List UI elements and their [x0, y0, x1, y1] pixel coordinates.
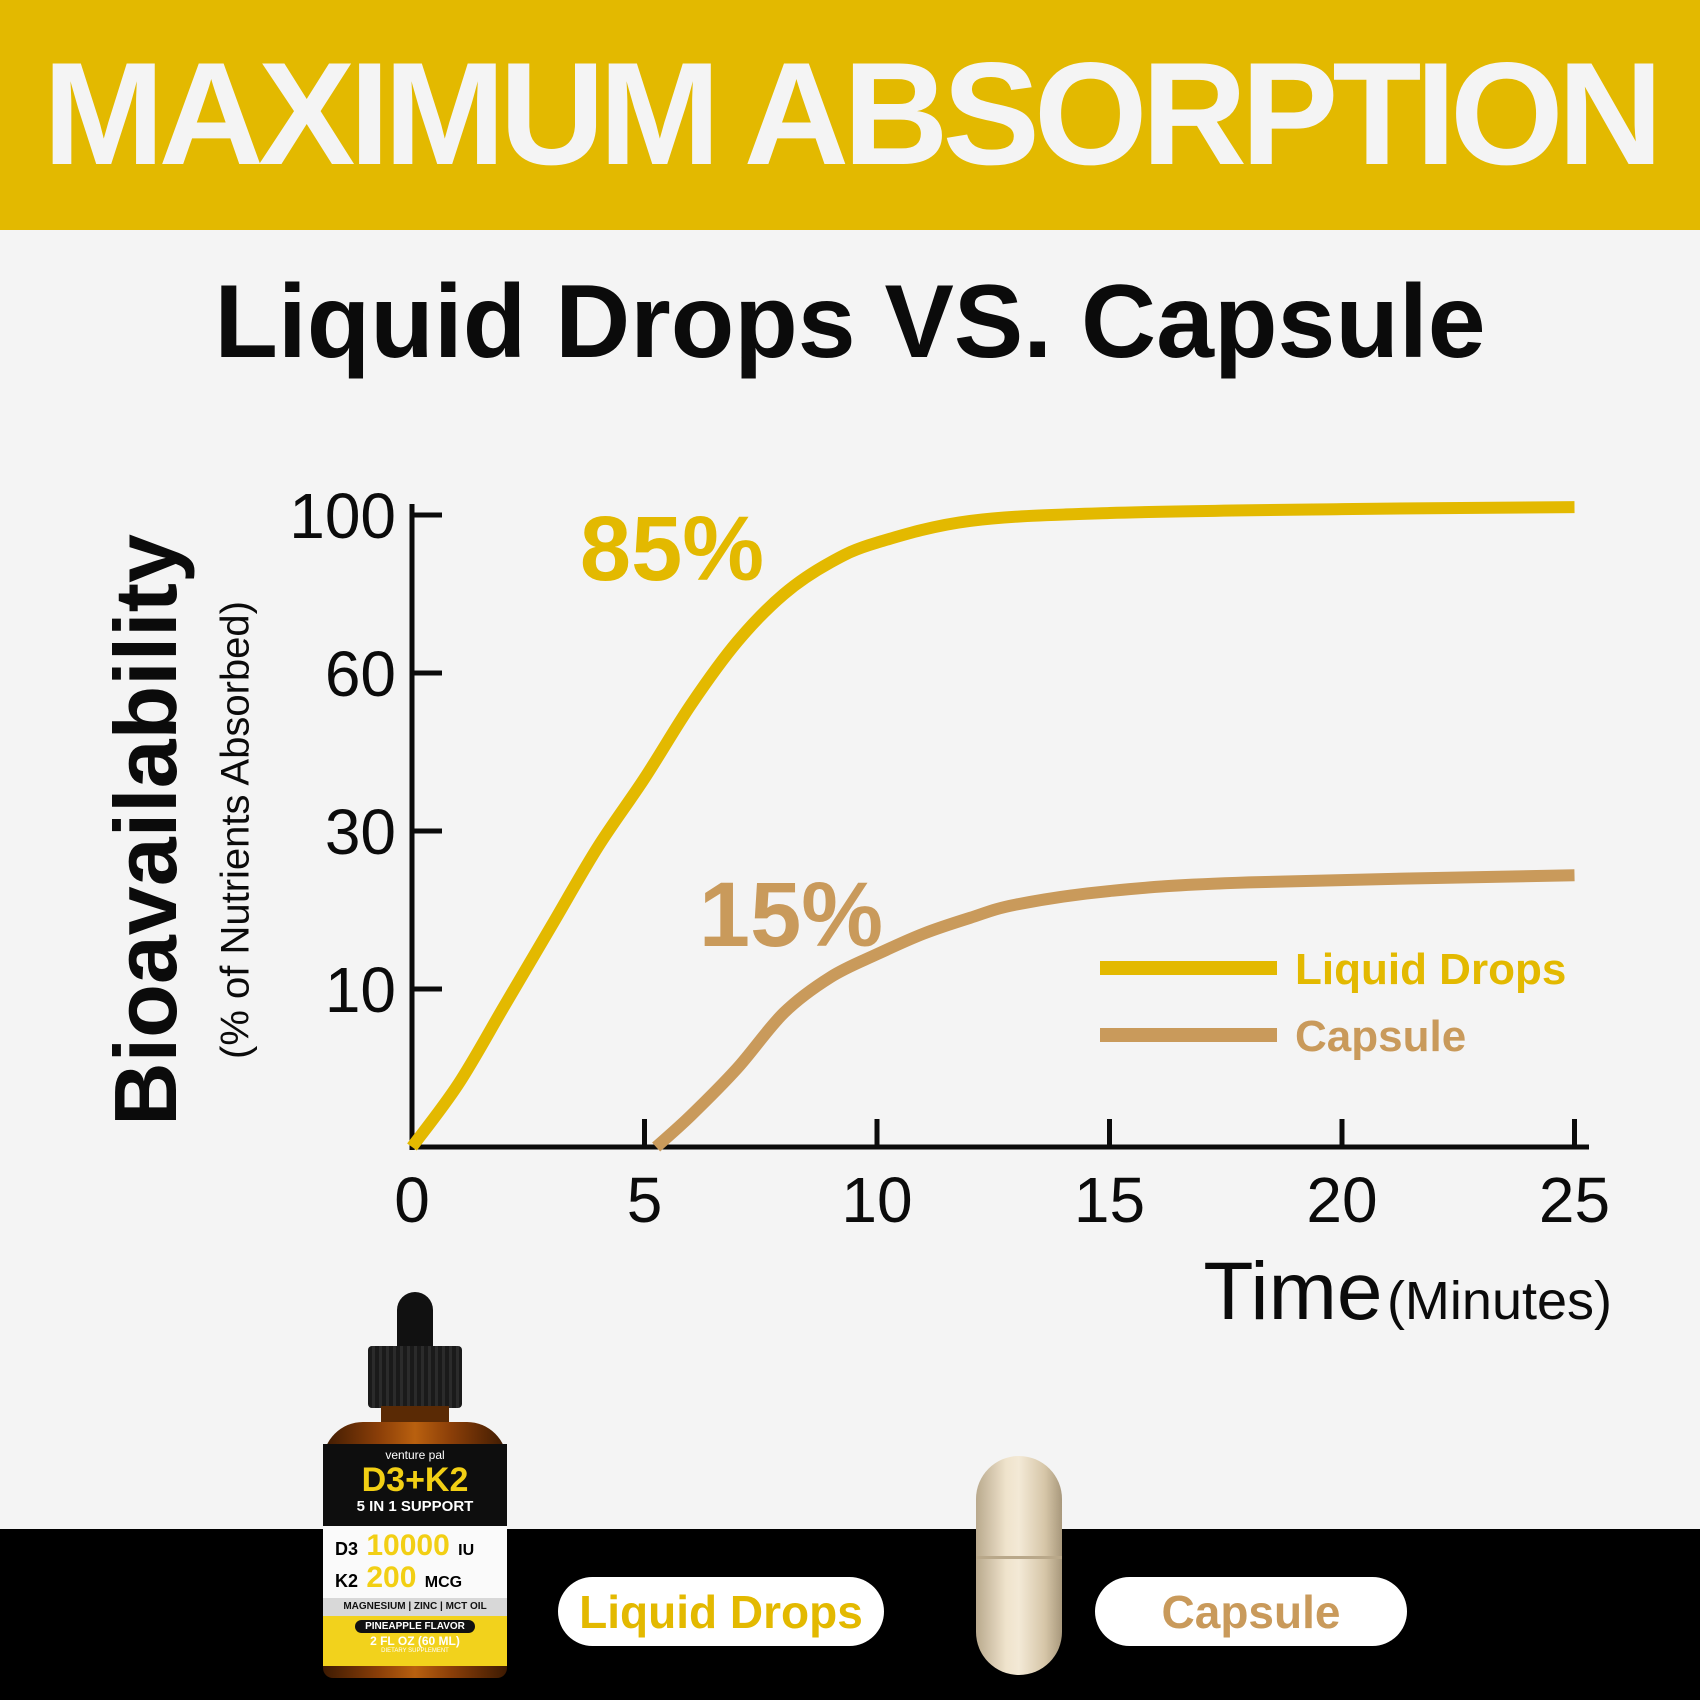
dropper-bulb: [397, 1292, 433, 1352]
x-tick-label: 20: [1306, 1164, 1377, 1236]
y-tick-label: 30: [325, 796, 396, 868]
brand-name: venture pal: [385, 1448, 445, 1462]
k2-unit: MCG: [424, 1574, 463, 1591]
bottle-label: venture pal D3+K2 5 IN 1 SUPPORT D3 1000…: [323, 1444, 507, 1666]
x-tick-label: 5: [627, 1164, 663, 1236]
x-tick-label: 0: [394, 1164, 430, 1236]
liquid-drops-pill: Liquid Drops: [558, 1577, 884, 1646]
y-tick-label: 100: [289, 480, 396, 552]
y-tick-label: 10: [325, 954, 396, 1026]
capsule-pill: Capsule: [1095, 1577, 1407, 1646]
volume-text: 2 FL OZ (60 ML): [370, 1634, 460, 1648]
annotation-capsule: 15%: [699, 864, 883, 966]
support-text: 5 IN 1 SUPPORT: [356, 1498, 474, 1515]
d3-unit: IU: [458, 1542, 475, 1559]
k2-amount: 200: [366, 1561, 417, 1594]
x-tick-label: 15: [1074, 1164, 1145, 1236]
dropper-bottle-image: venture pal D3+K2 5 IN 1 SUPPORT D3 1000…: [323, 1292, 507, 1678]
x-axis-title: Time: [1203, 1246, 1383, 1337]
product-name: D3+K2: [361, 1461, 469, 1499]
label-dosage: D3 10000 IU K2 200 MCG: [323, 1526, 507, 1598]
label-top: venture pal D3+K2 5 IN 1 SUPPORT: [323, 1444, 507, 1526]
legend-label-liquid-drops: Liquid Drops: [1295, 945, 1566, 994]
x-axis-label: Time (Minutes): [1203, 1245, 1612, 1339]
x-axis-unit: (Minutes): [1386, 1271, 1612, 1331]
d3-amount: 10000: [366, 1529, 450, 1562]
d3-text: D3: [335, 1539, 359, 1559]
y-tick-label: 60: [325, 638, 396, 710]
minerals-text: MAGNESIUM | ZINC | MCT OIL: [323, 1598, 507, 1616]
flavor-text: PINEAPPLE FLAVOR: [355, 1620, 475, 1633]
series-line-capsule: [652, 869, 1575, 1152]
x-tick-label: 10: [841, 1164, 912, 1236]
chart-subtitle: Liquid Drops VS. Capsule: [214, 264, 1486, 380]
banner-title: MAXIMUM ABSORPTION: [42, 32, 1663, 195]
legend-label-capsule: Capsule: [1295, 1012, 1466, 1061]
bottle-cap: [368, 1346, 462, 1408]
annotation-liquid-drops: 85%: [580, 498, 764, 600]
label-bottom: PINEAPPLE FLAVOR 2 FL OZ (60 ML) DIETARY…: [323, 1616, 507, 1666]
capsule-image: [976, 1456, 1062, 1675]
header-banner: MAXIMUM ABSORPTION: [0, 0, 1700, 230]
capsule-seam: [976, 1556, 1062, 1559]
x-tick-label: 25: [1539, 1164, 1610, 1236]
supplement-text: DIETARY SUPPLEMENT: [381, 1648, 449, 1654]
y-axis-label: Bioavailability: [96, 534, 195, 1126]
series-line-liquid-drops: [407, 501, 1575, 1151]
k2-text: K2: [335, 1571, 359, 1591]
y-axis-sublabel: (% of Nutrients Absorbed): [213, 601, 258, 1059]
